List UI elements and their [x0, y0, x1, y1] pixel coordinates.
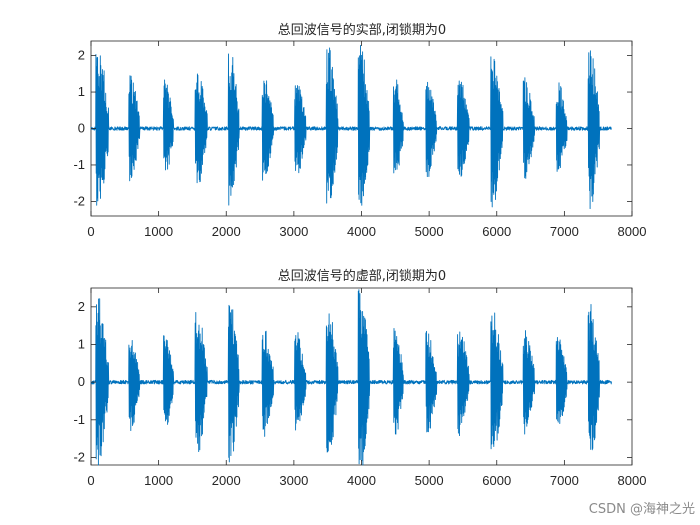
- axis-ticks: 0 1000 2000 3000 4000 5000 6000 7000 8000 -2 -1 0 1 2: [73, 41, 646, 239]
- y-tick-label: 0: [78, 121, 85, 136]
- series-line: [90, 289, 612, 466]
- y-tick-label: 1: [78, 336, 85, 351]
- y-tick-label: -2: [73, 193, 85, 208]
- axis-ticks: 0 1000 2000 3000 4000 5000 6000 7000 8000 -2 -1 0 1 2: [73, 288, 646, 488]
- subplot-imag: 总回波信号的虚部,闭锁期为0 0 1000 2000 3000 4000 5000 6000…: [73, 268, 646, 488]
- x-tick-label: 6000: [482, 473, 511, 488]
- x-tick-label: 4000: [347, 473, 376, 488]
- x-tick-label: 1000: [144, 224, 173, 239]
- y-tick-label: 2: [78, 299, 85, 314]
- y-tick-label: 0: [78, 374, 85, 389]
- x-tick-label: 7000: [550, 224, 579, 239]
- x-tick-label: 5000: [415, 224, 444, 239]
- x-tick-label: 1000: [144, 473, 173, 488]
- y-tick-label: -1: [73, 412, 85, 427]
- subplot-real: 总回波信号的实部,闭锁期为0 0 1000 2000 3000 4000 5000 6000…: [73, 22, 646, 239]
- x-tick-label: 5000: [415, 473, 444, 488]
- y-tick-label: 1: [78, 84, 85, 99]
- y-tick-label: 2: [78, 48, 85, 63]
- chart-title: 总回波信号的虚部,闭锁期为0: [278, 268, 446, 284]
- x-tick-label: 4000: [347, 224, 376, 239]
- y-tick-label: -2: [73, 449, 85, 464]
- x-tick-label: 2000: [212, 473, 241, 488]
- y-tick-label: -1: [73, 157, 85, 172]
- x-tick-label: 6000: [482, 224, 511, 239]
- x-tick-label: 0: [87, 473, 94, 488]
- x-tick-label: 3000: [279, 224, 308, 239]
- series-line: [90, 45, 612, 210]
- x-tick-label: 8000: [618, 224, 647, 239]
- watermark: CSDN @海神之光: [589, 502, 695, 517]
- x-tick-label: 3000: [279, 473, 308, 488]
- chart-title: 总回波信号的实部,闭锁期为0: [278, 22, 446, 38]
- x-tick-label: 8000: [618, 473, 647, 488]
- x-tick-label: 0: [87, 224, 94, 239]
- x-tick-label: 7000: [550, 473, 579, 488]
- x-tick-label: 2000: [212, 224, 241, 239]
